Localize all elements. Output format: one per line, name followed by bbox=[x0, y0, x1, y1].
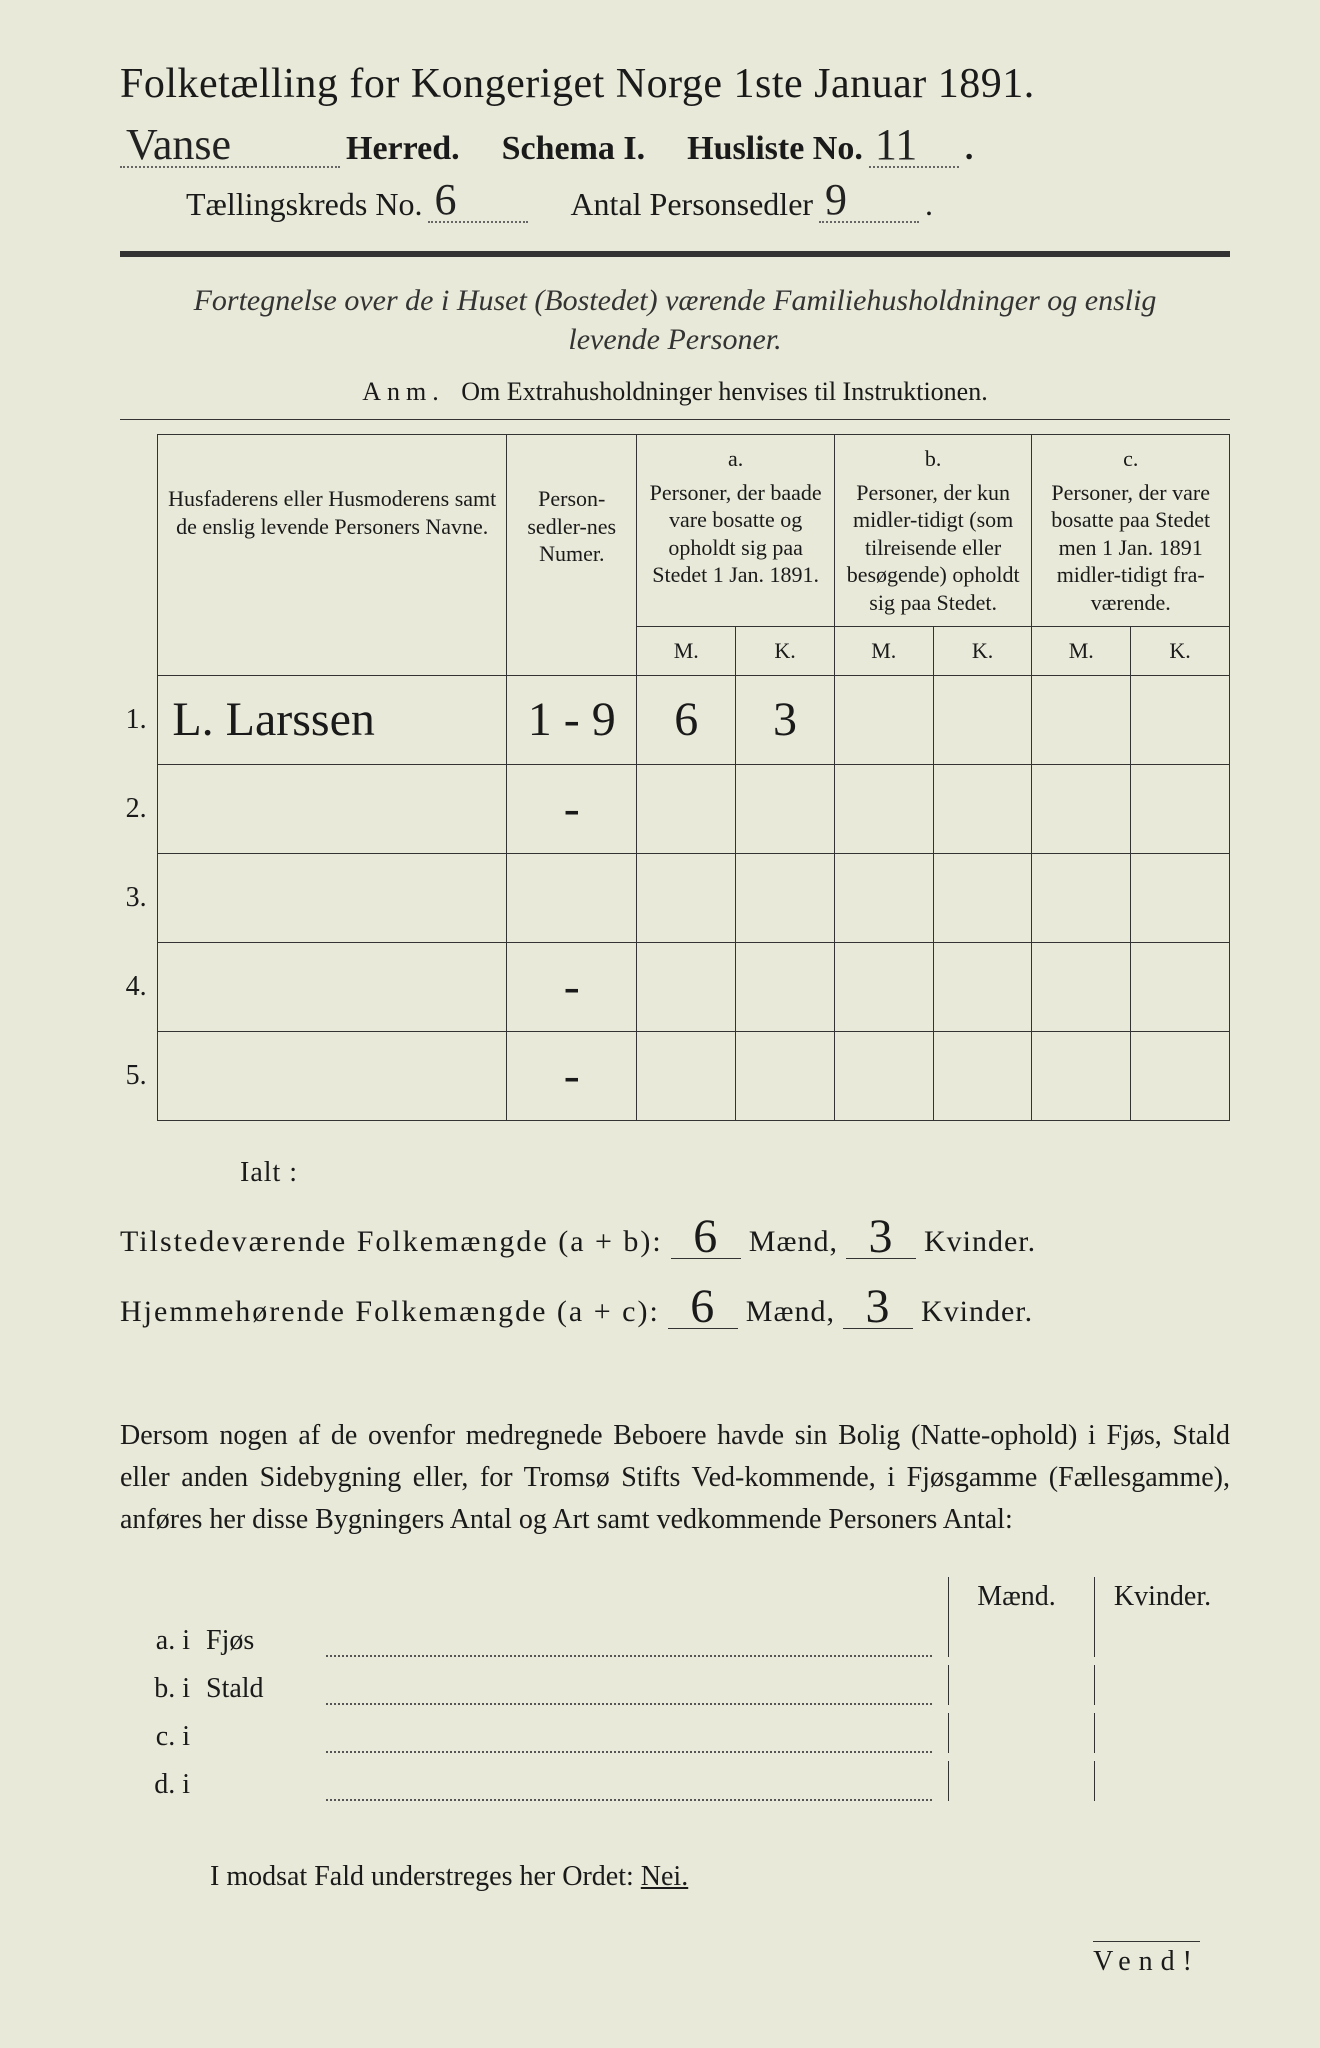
buildings-section: Mænd. Kvinder. a. iFjøs b. iStald c. i d. i bbox=[120, 1577, 1230, 1801]
col-b-k: K. bbox=[933, 627, 1032, 676]
header-line-1: Vanse Herred. Schema I. Husliste No. 11 … bbox=[120, 130, 1230, 168]
header-line-2: Tællingskreds No. 6 Antal Personsedler 9… bbox=[120, 186, 1230, 223]
table-row: 5.- bbox=[120, 1031, 1230, 1120]
tkreds-value: 6 bbox=[434, 174, 456, 225]
modsat-line: I modsat Fald understreges her Ordet: Ne… bbox=[210, 1861, 1230, 1893]
col-c-m: M. bbox=[1032, 627, 1131, 676]
anm-line: Anm. Om Extrahusholdninger henvises til … bbox=[120, 377, 1230, 407]
building-line: c. i bbox=[120, 1713, 1230, 1753]
vend-label: Vend! bbox=[1093, 1941, 1200, 1978]
building-line: a. iFjøs bbox=[120, 1617, 1230, 1657]
husliste-value: 11 bbox=[875, 119, 917, 170]
anm-label: Anm. bbox=[362, 377, 445, 406]
total-resident-label: Hjemmehørende Folkemængde (a + c): bbox=[120, 1295, 660, 1329]
antal-value: 9 bbox=[825, 174, 847, 225]
table-row: 3. bbox=[120, 853, 1230, 942]
col-b-m: M. bbox=[834, 627, 933, 676]
buildings-paragraph: Dersom nogen af de ovenfor medregnede Be… bbox=[120, 1415, 1230, 1541]
totals-section: Ialt : Tilstedeværende Folkemængde (a + … bbox=[120, 1157, 1230, 1329]
total-resident-m: 6 bbox=[690, 1280, 715, 1333]
divider bbox=[120, 251, 1230, 257]
col-a-k: K. bbox=[736, 627, 835, 676]
col-num-header: Person-sedler-nes Numer. bbox=[507, 435, 637, 676]
col-c-header: c. Personer, der vare bosatte paa Stedet… bbox=[1032, 435, 1230, 627]
ialt-label: Ialt : bbox=[240, 1157, 1230, 1189]
total-present-label: Tilstedeværende Folkemængde (a + b): bbox=[120, 1225, 663, 1259]
husliste-label: Husliste No. bbox=[687, 130, 863, 168]
anm-text: Om Extrahusholdninger henvises til Instr… bbox=[461, 377, 987, 406]
col-a-header: a. Personer, der baade vare bosatte og o… bbox=[637, 435, 835, 627]
total-resident-k: 3 bbox=[865, 1280, 890, 1333]
col-name-header: Husfaderens eller Husmoderens samt de en… bbox=[158, 435, 507, 676]
tkreds-label: Tællingskreds No. bbox=[186, 186, 422, 223]
col-c-k: K. bbox=[1131, 627, 1230, 676]
nei-word: Nei. bbox=[641, 1861, 688, 1892]
divider bbox=[120, 419, 1230, 420]
schema-label: Schema I. bbox=[502, 130, 646, 168]
herred-value: Vanse bbox=[126, 119, 231, 170]
total-present-m: 6 bbox=[693, 1210, 718, 1263]
maend-label: Mænd, bbox=[746, 1295, 835, 1329]
maend-label: Mænd, bbox=[749, 1225, 838, 1259]
table-row: 2.- bbox=[120, 764, 1230, 853]
building-line: d. i bbox=[120, 1761, 1230, 1801]
kvinder-label: Kvinder. bbox=[924, 1225, 1036, 1259]
table-row: 1.L. Larssen1 - 963 bbox=[120, 675, 1230, 764]
kvinder-label: Kvinder. bbox=[921, 1295, 1033, 1329]
buildings-head-k: Kvinder. bbox=[1094, 1577, 1230, 1617]
buildings-head-m: Mænd. bbox=[948, 1577, 1084, 1617]
page-title: Folketælling for Kongeriget Norge 1ste J… bbox=[120, 60, 1230, 108]
census-table: Husfaderens eller Husmoderens samt de en… bbox=[120, 434, 1230, 1121]
herred-label: Herred. bbox=[346, 130, 460, 168]
col-a-m: M. bbox=[637, 627, 736, 676]
col-b-header: b. Personer, der kun midler-tidigt (som … bbox=[834, 435, 1032, 627]
antal-label: Antal Personsedler bbox=[570, 186, 813, 223]
total-present-k: 3 bbox=[868, 1210, 893, 1263]
sub-description: Fortegnelse over de i Huset (Bostedet) v… bbox=[160, 281, 1190, 359]
building-line: b. iStald bbox=[120, 1665, 1230, 1705]
table-row: 4.- bbox=[120, 942, 1230, 1031]
